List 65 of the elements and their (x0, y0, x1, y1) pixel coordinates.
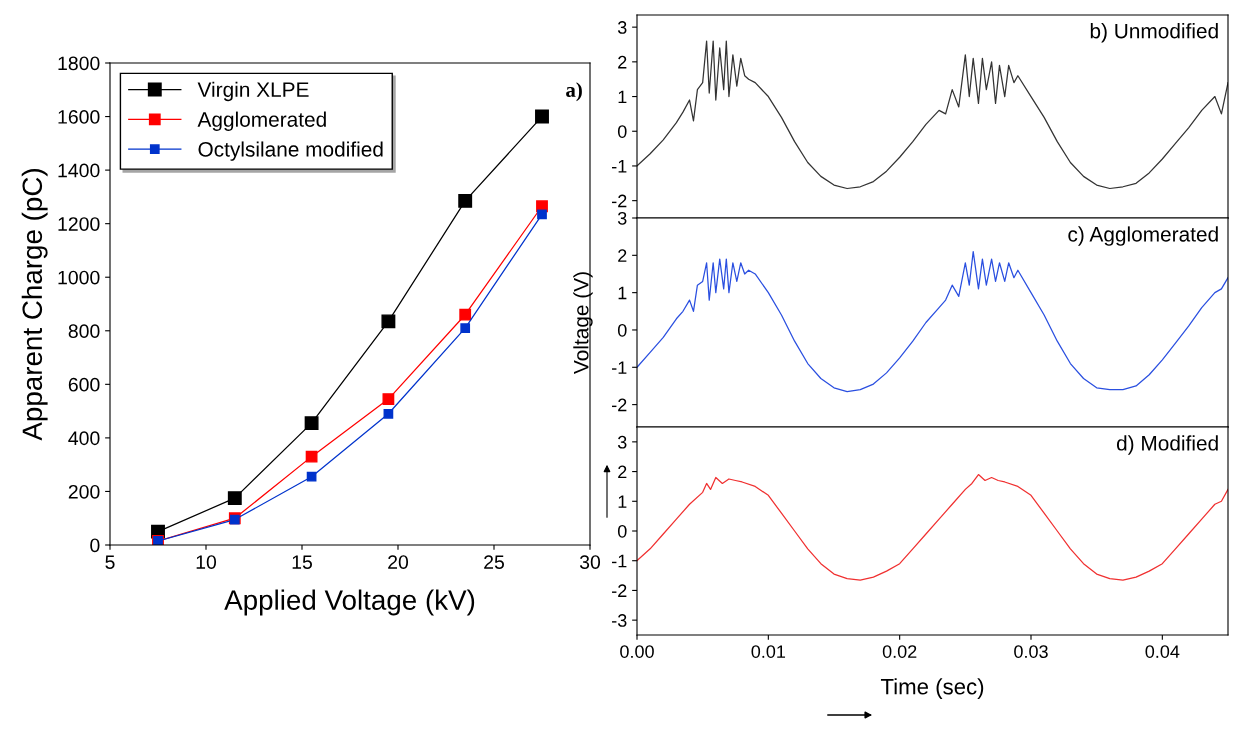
legend-label: Agglomerated (197, 111, 326, 132)
x-tick-label: 25 (484, 555, 504, 569)
y-tick-label: 1400 (58, 163, 100, 178)
x-axis-title: Time (sec) (880, 678, 984, 699)
y-tick-label: 2 (618, 55, 627, 69)
point (535, 109, 549, 124)
x-tick-label: 0.04 (1145, 645, 1180, 658)
line-series (637, 250, 1228, 393)
y-tick-label: 2 (618, 249, 627, 262)
y-tick-label: -1 (612, 160, 627, 173)
x-tick-label: 15 (292, 555, 312, 569)
y-tick-label: 1 (618, 495, 627, 508)
y-tick-label: 3 (617, 21, 627, 34)
y-tick-label: 1200 (58, 217, 100, 231)
y-tick-label: 600 (68, 377, 100, 392)
y-tick-label: 3 (617, 211, 627, 225)
point (306, 471, 317, 482)
y-tick-label: -3 (612, 614, 627, 627)
x-tick-label: 10 (196, 555, 217, 569)
x-axis-title: Applied Voltage (kV) (224, 589, 475, 616)
x-tick-label: 30 (579, 555, 601, 569)
y-tick-label: 800 (68, 324, 100, 339)
x-tick-label: 0.02 (882, 645, 917, 658)
y-tick-label: -2 (612, 194, 627, 208)
x-tick-label: 0.00 (620, 645, 654, 658)
line-series (637, 473, 1228, 581)
y-tick-label: -1 (612, 554, 627, 568)
y-tick-label: -2 (612, 584, 627, 597)
point (460, 323, 471, 333)
y-tick-label: 1600 (58, 110, 100, 124)
y-tick-label: 1 (618, 90, 627, 104)
legend-label: Virgin XLPE (197, 81, 309, 102)
y-tick-label: 0 (90, 538, 100, 553)
annotation: d) Modified (1116, 435, 1218, 455)
y-axis-title: Apparent Charge (pC) (21, 169, 48, 441)
point (381, 314, 396, 329)
x-tick-label: 20 (388, 555, 409, 569)
y-tick-label: 3 (617, 435, 627, 449)
y-tick-label: 2 (618, 465, 627, 479)
y-tick-label: 0 (617, 323, 627, 337)
y-tick-label: 1800 (58, 56, 100, 71)
point (304, 416, 319, 431)
y-tick-label: 0 (617, 125, 627, 138)
point (537, 209, 547, 220)
x-tick-label: 0.01 (751, 645, 786, 658)
x-tick-label: 0.03 (1014, 645, 1048, 658)
annotation: c) Agglomerated (1068, 226, 1218, 246)
annotation: a) (566, 82, 582, 102)
y-tick-label: -2 (612, 398, 627, 412)
x-tick-label: 5 (105, 555, 115, 569)
y-tick-label: 1000 (58, 270, 100, 285)
point (459, 308, 472, 321)
point (305, 450, 318, 463)
y-tick-label: -1 (612, 361, 627, 374)
point (382, 393, 395, 405)
y-tick-label: 0 (617, 524, 627, 538)
y-tick-label: 200 (68, 484, 100, 499)
annotation: b) Unmodified (1090, 23, 1218, 43)
point (383, 408, 394, 419)
y-axis-title: Voltage (V) (573, 272, 593, 374)
y-tick-label: 1 (618, 286, 627, 300)
legend-label: Octylsilane modified (198, 141, 383, 161)
point (227, 491, 242, 506)
point (458, 193, 473, 208)
y-tick-label: 400 (68, 431, 100, 446)
